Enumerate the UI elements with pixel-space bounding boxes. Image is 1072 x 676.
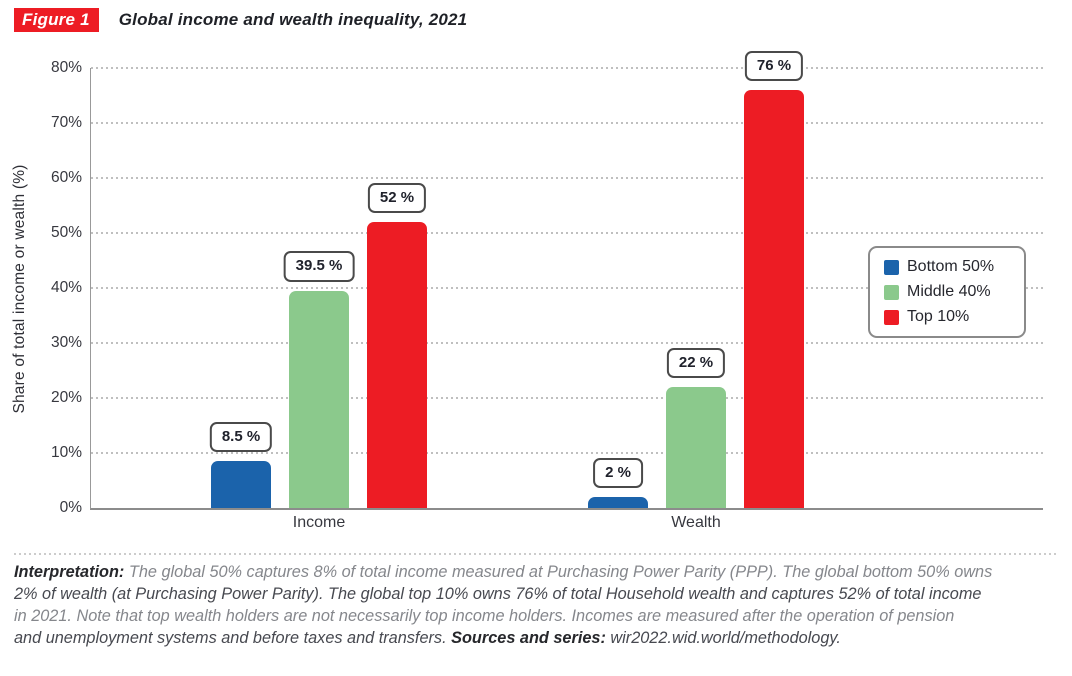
value-label: 52 % <box>367 182 427 213</box>
value-label: 2 % <box>593 457 643 488</box>
y-tick-label: 10% <box>50 444 82 461</box>
y-tick-label: 40% <box>50 279 82 296</box>
note-text-segment: wir2022.wid.world/methodology. <box>605 629 841 647</box>
value-label: 8.5 % <box>209 421 273 453</box>
gridline-30 <box>91 342 1043 344</box>
note-line: and unemployment systems and before taxe… <box>14 627 1064 649</box>
note-text-segment: The global 50% captures 8% of total inco… <box>124 563 993 581</box>
y-tick-label: 50% <box>50 224 82 241</box>
figure-title: Global income and wealth inequality, 202… <box>118 10 468 29</box>
note-bold-segment: Sources and series: <box>451 629 606 647</box>
value-label: 39.5 % <box>283 251 355 282</box>
gridline-10 <box>91 452 1043 454</box>
value-label: 76 % <box>744 50 804 81</box>
gridline-50 <box>91 232 1043 234</box>
legend-item: Middle 40% <box>884 283 1014 301</box>
x-category-label: Wealth <box>671 514 721 531</box>
legend-label: Bottom 50% <box>907 258 995 275</box>
legend-item: Bottom 50% <box>884 258 1014 276</box>
legend-swatch-icon <box>884 259 899 275</box>
value-label: 22 % <box>666 347 726 378</box>
legend-item: Top 10% <box>884 308 1014 326</box>
figure-header: Figure 1 Global income and wealth inequa… <box>14 8 467 32</box>
interpretation-note: Interpretation: The global 50% captures … <box>14 561 1064 649</box>
note-line: Interpretation: The global 50% captures … <box>14 561 1064 583</box>
note-text-segment: 2% of wealth (at Purchasing Power Parity… <box>14 585 982 603</box>
y-axis-title: Share of total income or wealth (%) <box>11 164 28 414</box>
y-tick-label: 0% <box>59 499 82 516</box>
plot-area: 8.5 % 39.5 % 52 % Income 2 % 22 % 76 % Wealth <box>90 50 1043 531</box>
y-tick-label: 70% <box>50 114 82 131</box>
note-line: 2% of wealth (at Purchasing Power Parity… <box>14 583 1064 605</box>
bar-wealth-top-10- <box>744 90 804 508</box>
bar-wealth-bottom-50- <box>588 497 648 508</box>
note-text-segment: in 2021. Note that top wealth holders ar… <box>14 607 955 625</box>
y-tick-label: 20% <box>50 389 82 406</box>
bar-income-top-10- <box>367 222 427 508</box>
y-tick-label: 30% <box>50 334 82 351</box>
gridline-60 <box>91 177 1043 179</box>
legend-swatch-icon <box>884 309 899 325</box>
legend-swatch-icon <box>884 284 899 300</box>
x-category-label: Income <box>292 514 346 531</box>
bar-income-middle-40- <box>289 290 349 508</box>
figure-badge: Figure 1 <box>14 8 99 32</box>
note-bold-segment: Interpretation: <box>14 563 125 581</box>
note-text-segment: and unemployment systems and before taxe… <box>14 629 452 647</box>
note-separator-line <box>14 553 1058 555</box>
bar-income-bottom-50- <box>211 461 271 508</box>
legend-label: Middle 40% <box>907 283 991 300</box>
chart-legend: Bottom 50% Middle 40% Top 10% <box>868 246 1026 338</box>
gridline-20 <box>91 397 1043 399</box>
gridline-40 <box>91 287 1043 289</box>
gridline-80 <box>91 67 1043 69</box>
y-tick-label: 60% <box>50 169 82 186</box>
legend-label: Top 10% <box>907 308 970 325</box>
note-line: in 2021. Note that top wealth holders ar… <box>14 605 1064 627</box>
gridline-70 <box>91 122 1043 124</box>
y-tick-label: 80% <box>50 59 82 76</box>
bar-wealth-middle-40- <box>666 387 726 508</box>
